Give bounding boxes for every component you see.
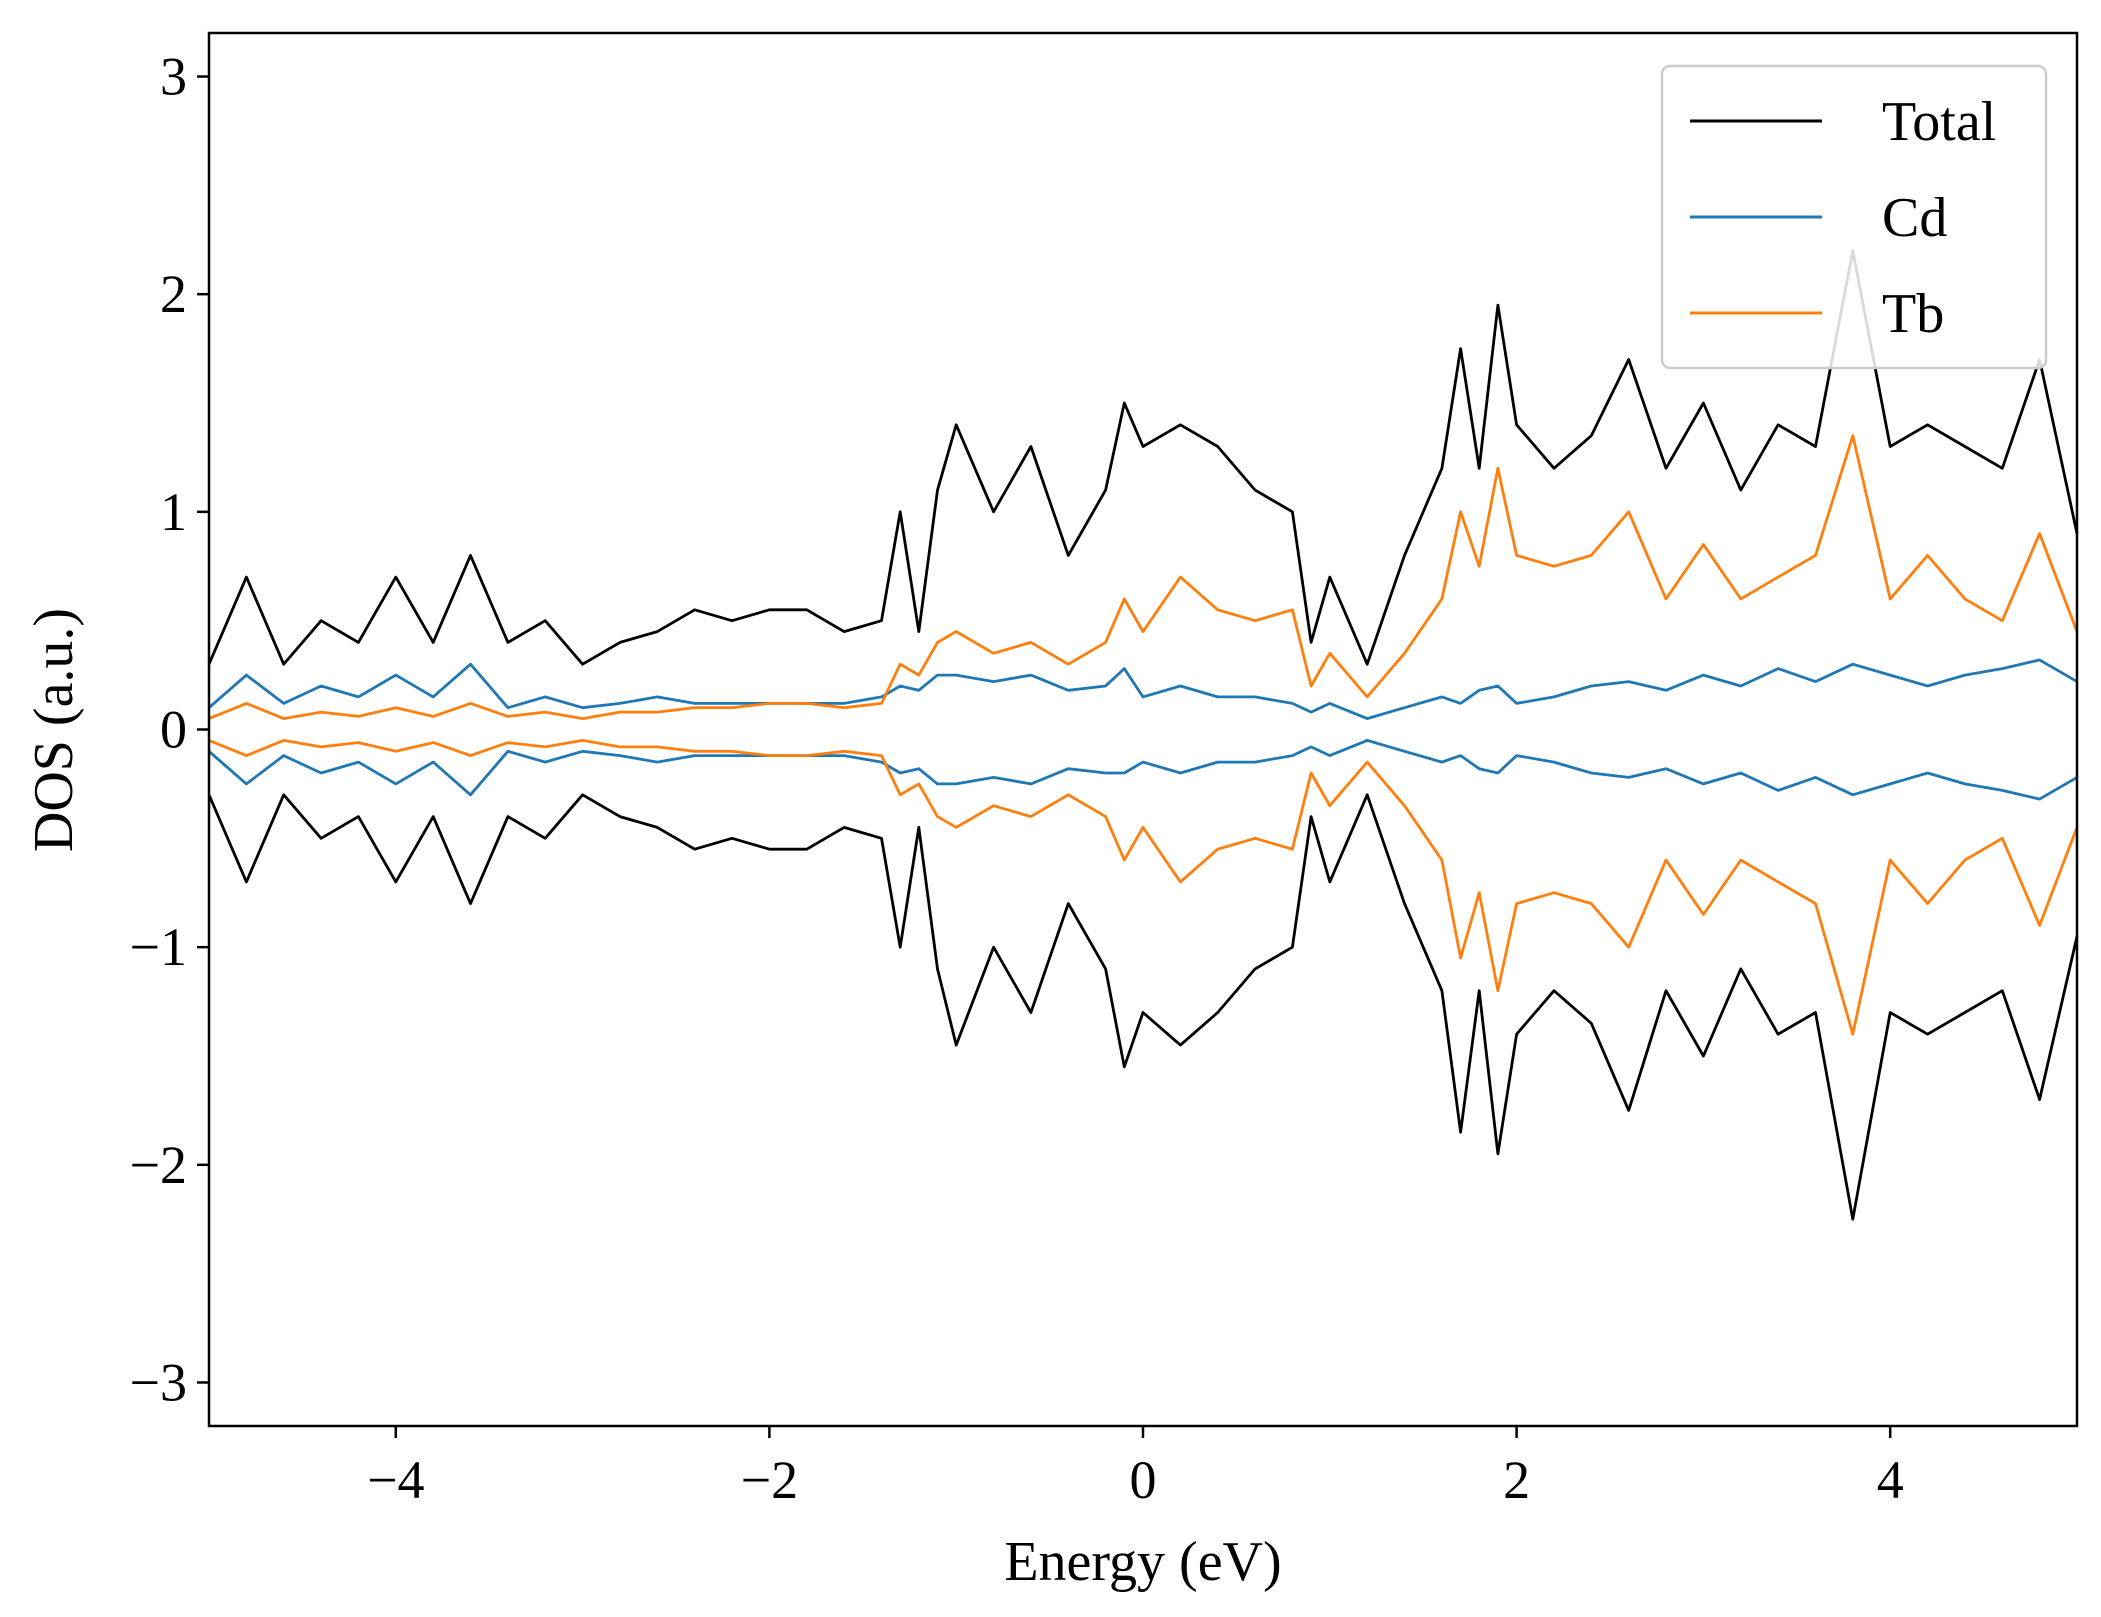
x-tick-label: 0 [1130, 1450, 1157, 1510]
series-line-tb-down [208, 739, 2079, 1036]
y-tick-label: 2 [160, 264, 187, 324]
legend-label-total: Total [1882, 91, 1996, 153]
x-tick-label: −4 [367, 1450, 424, 1510]
y-tick-label: −2 [130, 1135, 187, 1195]
x-tick-label: 4 [1877, 1450, 1904, 1510]
series-line-total-down [207, 793, 2079, 1221]
y-tick-label: −1 [130, 917, 187, 977]
legend-box [1660, 64, 2048, 370]
y-tick-label: 3 [160, 47, 187, 107]
x-tick-label: −2 [741, 1450, 798, 1510]
series-line-cd-down [208, 739, 2078, 801]
x-tick-label: 2 [1503, 1450, 1530, 1510]
y-axis-title: DOS (a.u.) [23, 608, 85, 852]
legend-label-tb: Tb [1882, 283, 1944, 345]
x-axis-title: Energy (eV) [1004, 1531, 1281, 1593]
legend-label-cd: Cd [1882, 187, 1947, 249]
series-layer [207, 249, 2079, 1221]
y-axis: −3 −2 −1 0 1 2 3 [130, 47, 209, 1412]
series-line-total-up [207, 249, 2079, 666]
x-axis: −4 −2 0 2 4 [367, 1426, 1904, 1510]
series-line-tb-up [208, 434, 2079, 720]
y-tick-label: −3 [130, 1352, 187, 1412]
legend: Total Cd Tb [1660, 64, 2048, 370]
y-tick-label: 1 [160, 482, 187, 542]
series-line-cd-up [208, 658, 2078, 720]
y-tick-label: 0 [160, 700, 187, 760]
